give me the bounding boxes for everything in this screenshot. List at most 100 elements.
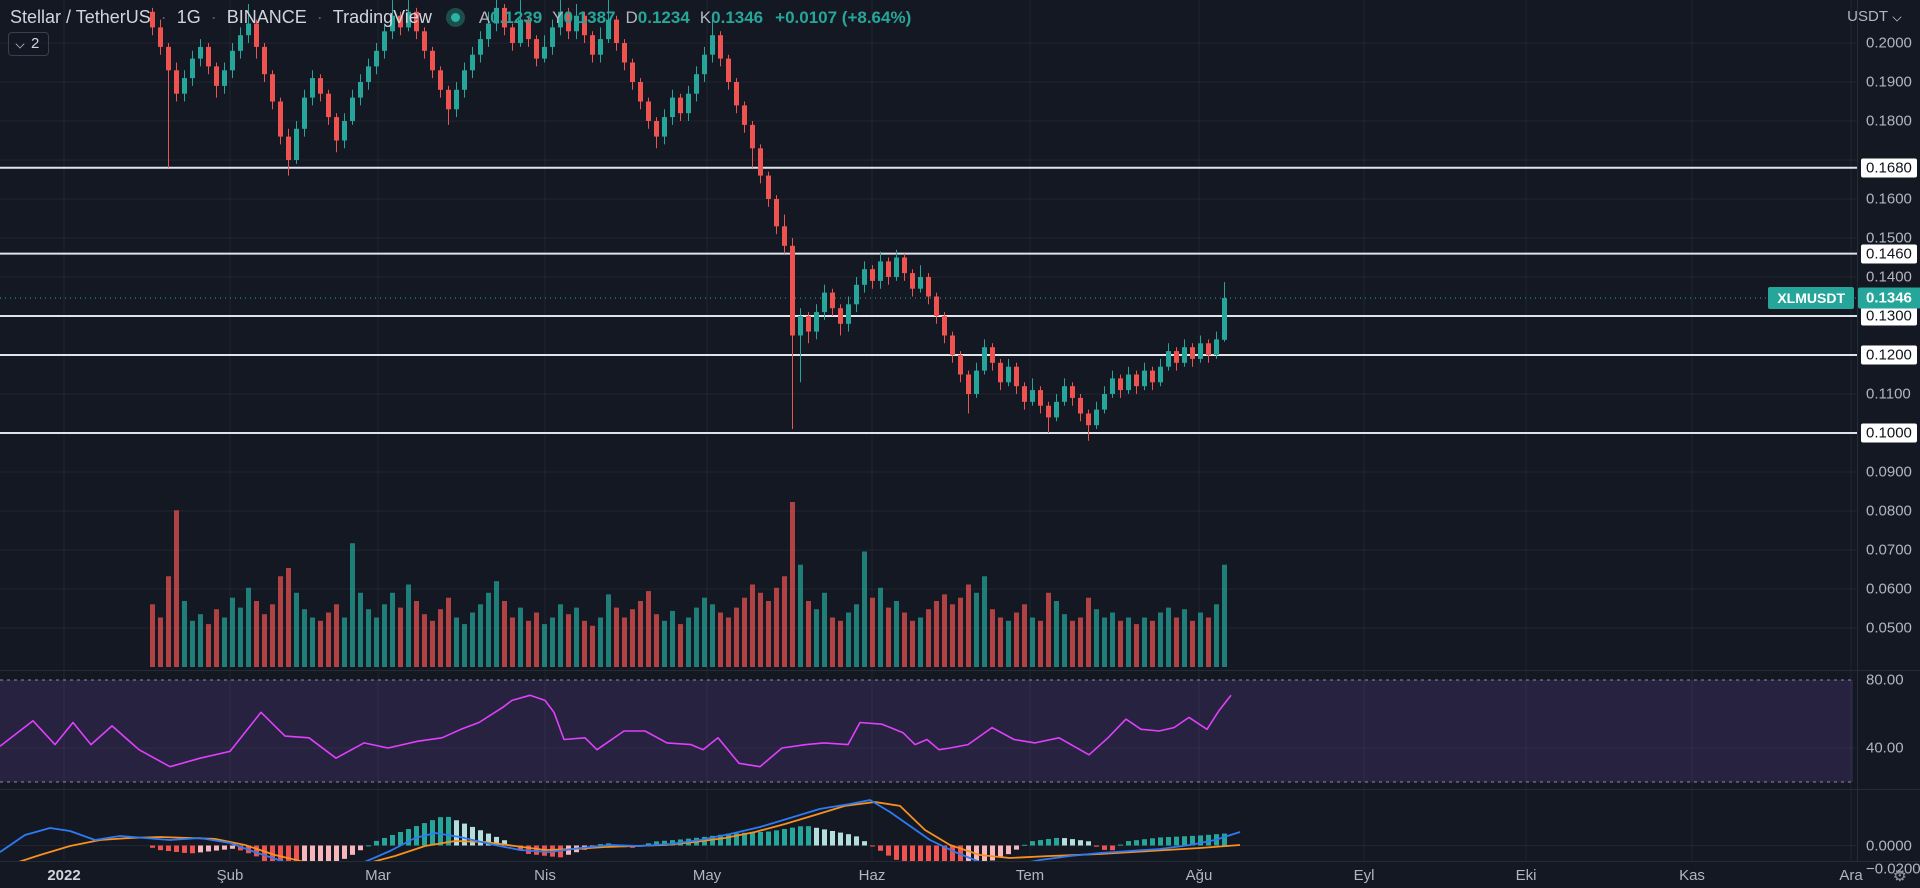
candlestick	[478, 39, 483, 55]
volume-bar	[614, 607, 619, 667]
macd-histogram-bar	[198, 845, 203, 853]
volume-bar	[726, 617, 731, 667]
macd-histogram-bar	[334, 845, 339, 861]
volume-bar	[758, 592, 763, 667]
price-level-label: 0.1460	[1861, 244, 1917, 264]
volume-bar	[918, 617, 923, 667]
volume-bar	[486, 592, 491, 667]
candlestick	[854, 284, 859, 305]
macd-histogram-bar	[350, 845, 355, 855]
macd-histogram-bar	[166, 845, 171, 852]
macd-histogram-bar	[446, 816, 451, 846]
ohlc-value: K0.1346	[699, 7, 764, 27]
candlestick	[734, 82, 739, 106]
macd-histogram-bar	[206, 845, 211, 852]
ohlc-value: A0.1239	[478, 7, 543, 27]
macd-histogram-bar	[806, 826, 811, 846]
candlestick	[1126, 374, 1131, 391]
price-axis[interactable]: 0.2000 0.1900 0.1800 0.1600 0.1500 0.1400 0.11…	[1857, 0, 1920, 877]
macd-histogram-bar	[454, 820, 459, 846]
volume-bar	[870, 597, 875, 667]
exchange-label[interactable]: BINANCE	[226, 7, 307, 27]
volume-bar	[926, 609, 931, 667]
volume-bar	[854, 604, 859, 667]
volume-bar	[334, 604, 339, 667]
timeframe-label[interactable]: 1G	[176, 7, 201, 27]
volume-bar	[310, 617, 315, 667]
candlestick	[398, 15, 403, 28]
time-axis-month-label: Ağu	[1185, 867, 1213, 884]
ohlc-value: Y0.1387	[552, 7, 616, 27]
volume-bar	[950, 604, 955, 667]
candlestick	[846, 304, 851, 324]
volume-bar	[366, 609, 371, 667]
currency-selector[interactable]: USDT	[1847, 8, 1902, 25]
volume-bar	[390, 592, 395, 667]
symbol-title[interactable]: Stellar / TetherUS	[10, 7, 151, 27]
candlestick	[230, 50, 235, 71]
volume-bar	[670, 610, 675, 667]
volume-bar	[646, 591, 651, 667]
macd-histogram-bar	[910, 845, 915, 861]
macd-histogram-bar	[1038, 840, 1043, 846]
candlestick	[1190, 347, 1195, 359]
pane-separator[interactable]	[0, 670, 1920, 671]
candlestick	[750, 124, 755, 149]
candlestick	[686, 93, 691, 114]
macd-histogram-bar	[1198, 835, 1203, 846]
oscillator-tick-label: 80.00	[1866, 671, 1904, 689]
candlestick	[254, 23, 259, 47]
pane-separator[interactable]	[0, 789, 1920, 790]
candlestick	[342, 121, 347, 141]
time-axis[interactable]: ⚙ 2022 Şub Mar Nis May Haz Tem Ağu Eyl Eki Kas Ara	[0, 862, 1920, 888]
macd-tick-label: −0.0200	[1866, 860, 1920, 877]
volume-bar	[1190, 620, 1195, 667]
volume-bar	[942, 594, 947, 667]
candlestick	[926, 277, 931, 297]
candlestick	[1030, 390, 1035, 402]
volume-bar	[702, 597, 707, 667]
candlestick	[814, 312, 819, 332]
volume-bar	[998, 617, 1003, 667]
volume-bar	[1062, 614, 1067, 667]
macd-histogram-bar	[902, 845, 907, 861]
volume-bar	[190, 620, 195, 667]
candlestick	[982, 347, 987, 371]
last-price-symbol-badge[interactable]: XLMUSDT	[1768, 287, 1854, 309]
macd-histogram-bar	[950, 845, 955, 861]
time-axis-year-label: 2022	[47, 867, 81, 884]
candlestick	[470, 54, 475, 71]
candlestick	[606, 19, 611, 40]
candlestick	[662, 117, 667, 137]
macd-histogram-bar	[286, 845, 291, 861]
candlestick	[438, 70, 443, 90]
volume-bar	[606, 594, 611, 667]
volume-bar	[382, 604, 387, 667]
macd-tick-label: 0.0000	[1866, 837, 1912, 854]
candlestick	[1214, 339, 1219, 355]
macd-histogram-bar	[494, 836, 499, 846]
price-tick-label: 0.0500	[1866, 619, 1912, 637]
price-tick-label: 0.1800	[1866, 112, 1912, 130]
candlestick	[806, 316, 811, 332]
volume-bar	[214, 609, 219, 667]
macd-histogram-bar	[742, 832, 747, 846]
volume-bar	[654, 614, 659, 667]
last-price-label[interactable]: 0.1346	[1858, 287, 1920, 309]
candlestick	[374, 50, 379, 67]
volume-bar	[1206, 617, 1211, 667]
candlestick	[998, 362, 1003, 383]
candlestick	[406, 11, 411, 28]
price-level-label: 0.1680	[1861, 158, 1917, 178]
macd-histogram-bar	[302, 845, 307, 861]
chevron-down-icon	[1893, 10, 1902, 19]
data-source-icon[interactable]	[445, 8, 465, 27]
chart-canvas[interactable]	[0, 0, 1857, 861]
object-tree-collapse-button[interactable]: 2	[8, 32, 50, 56]
macd-histogram-bar	[1126, 841, 1131, 846]
macd-histogram-bar	[1134, 840, 1139, 846]
axis-settings-gear-icon[interactable]: ⚙	[1892, 868, 1907, 885]
macd-histogram-bar	[926, 845, 931, 861]
macd-histogram-bar	[1110, 845, 1115, 851]
candlestick	[166, 46, 171, 71]
